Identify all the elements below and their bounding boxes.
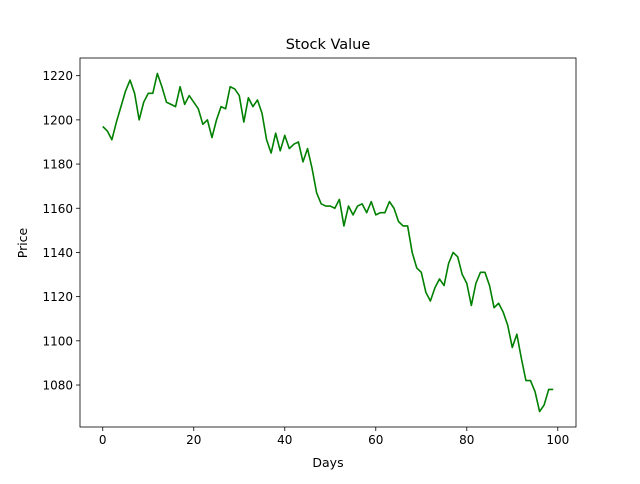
y-tick-label: 1160 xyxy=(42,202,73,216)
x-tick-label: 40 xyxy=(277,433,292,447)
x-tick-label: 0 xyxy=(99,433,107,447)
y-axis-ticks: 1080 1100 1120 1140 1160 1180 1200 1220 xyxy=(42,69,80,393)
chart-title: Stock Value xyxy=(286,37,371,53)
plot-frame xyxy=(79,57,577,428)
x-tick-label: 20 xyxy=(186,433,201,447)
x-tick-label: 60 xyxy=(368,433,383,447)
x-axis-ticks: 0 20 40 60 80 100 xyxy=(99,427,569,447)
y-axis-label: Price xyxy=(15,227,30,258)
x-axis-label: Days xyxy=(312,455,343,470)
y-tick-label: 1120 xyxy=(42,290,73,304)
y-tick-label: 1220 xyxy=(42,69,73,83)
y-tick-label: 1180 xyxy=(42,158,73,172)
plot-marks xyxy=(102,72,554,413)
y-tick-label: 1200 xyxy=(42,113,73,127)
x-tick-label: 100 xyxy=(546,433,569,447)
y-tick-label: 1080 xyxy=(42,379,73,393)
series-line-0 xyxy=(102,72,554,413)
x-tick-label: 80 xyxy=(459,433,474,447)
y-tick-label: 1100 xyxy=(42,334,73,348)
y-tick-label: 1140 xyxy=(42,246,73,260)
